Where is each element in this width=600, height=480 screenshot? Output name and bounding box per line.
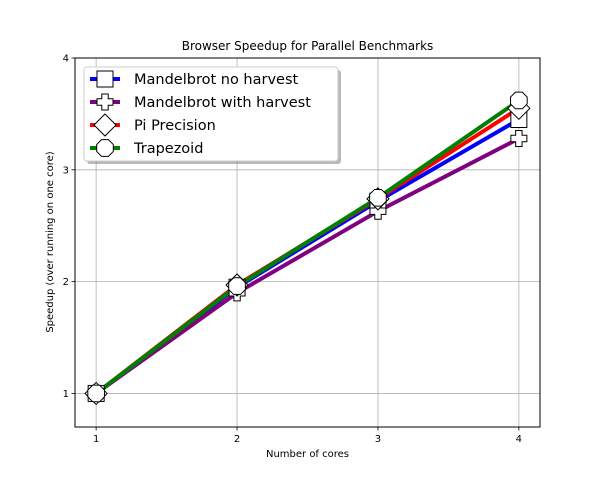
data-point [369, 202, 387, 220]
legend-item: Trapezoid [90, 139, 203, 157]
plot-area: 1 2 3 4 1 2 3 4 [63, 54, 541, 445]
x-axis-ticks: 1 2 3 4 [93, 427, 522, 445]
y-tick-label: 4 [63, 54, 69, 65]
series-line [93, 135, 522, 397]
x-tick-label: 4 [516, 434, 522, 445]
series-2 [93, 135, 522, 397]
legend: Mandelbrot no harvest Mandelbrot with har… [83, 66, 341, 164]
legend-marker [96, 70, 114, 88]
legend-item: Mandelbrot with harvest [90, 93, 311, 111]
x-tick-label: 3 [375, 434, 381, 445]
legend-label: Pi Precision [134, 118, 216, 134]
legend-label: Mandelbrot with harvest [134, 95, 311, 111]
legend-marker [96, 93, 114, 111]
series-2-markers [87, 130, 528, 402]
legend-label: Trapezoid [133, 141, 203, 157]
y-tick-label: 1 [63, 389, 69, 400]
legend-marker [96, 139, 114, 157]
x-tick-label: 1 [93, 434, 99, 445]
data-point [87, 384, 105, 403]
series-layer [84, 91, 531, 406]
legend-box [83, 66, 339, 162]
data-point [510, 130, 528, 148]
y-tick-label: 2 [63, 277, 69, 288]
data-point [510, 91, 528, 110]
legend-item: Mandelbrot no harvest [90, 70, 299, 88]
y-axis-ticks: 1 2 3 4 [63, 54, 75, 400]
x-axis-label: Number of cores [266, 449, 349, 460]
legend-label: Mandelbrot no harvest [134, 72, 299, 88]
series-line [93, 97, 522, 397]
legend-marker [93, 113, 117, 137]
data-point [228, 277, 246, 295]
plot-frame [74, 57, 541, 428]
series-4 [93, 97, 522, 397]
data-point [369, 188, 387, 207]
y-tick-label: 3 [63, 165, 69, 176]
x-tick-label: 2 [234, 434, 240, 445]
y-axis-label: Speedup (over running on one core) [45, 151, 56, 332]
chart-title: Browser Speedup for Parallel Benchmarks [182, 39, 434, 53]
legend-item: Pi Precision [90, 113, 216, 137]
series-4-markers [87, 91, 528, 403]
